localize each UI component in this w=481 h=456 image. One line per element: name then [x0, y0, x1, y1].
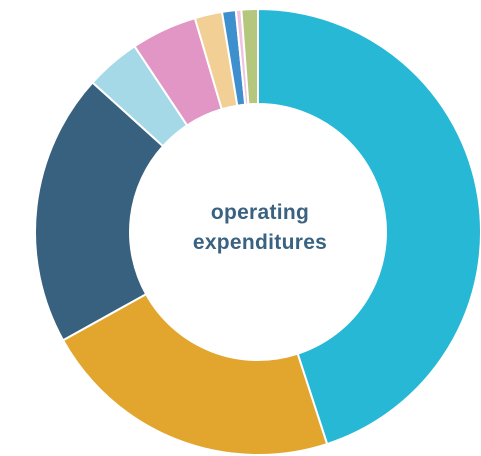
center-label: operating expenditures	[140, 198, 380, 258]
donut-slice-3	[34, 81, 165, 342]
donut-slice-1	[257, 7, 481, 446]
center-label-line-1: operating	[210, 201, 310, 224]
donut-slice-2	[61, 292, 329, 456]
center-label-line-2: expenditures	[192, 231, 328, 254]
donut-slices	[34, 7, 481, 456]
donut-slice-9	[240, 7, 259, 106]
